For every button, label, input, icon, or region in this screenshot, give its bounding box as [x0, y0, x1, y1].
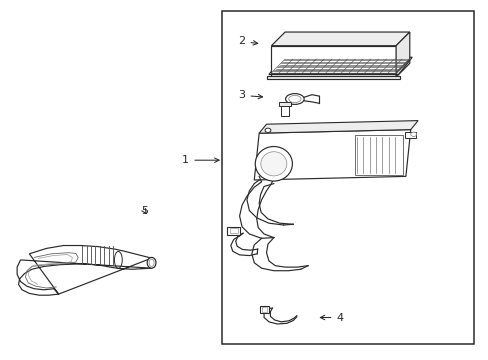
Ellipse shape	[285, 94, 304, 104]
Text: 4: 4	[320, 312, 343, 323]
Bar	[222, 11, 473, 344]
Polygon shape	[259, 121, 417, 133]
Ellipse shape	[264, 128, 270, 132]
Polygon shape	[271, 59, 409, 73]
Ellipse shape	[410, 132, 416, 136]
Polygon shape	[271, 46, 395, 73]
Polygon shape	[395, 32, 409, 73]
Bar	[260, 306, 268, 313]
Polygon shape	[254, 130, 410, 180]
Polygon shape	[17, 246, 151, 295]
Bar	[229, 228, 237, 233]
Ellipse shape	[260, 152, 286, 176]
Polygon shape	[271, 73, 395, 77]
Ellipse shape	[288, 95, 301, 103]
Ellipse shape	[147, 257, 156, 268]
Bar	[278, 102, 291, 106]
Text: 3: 3	[238, 90, 262, 100]
Bar	[280, 105, 289, 116]
Polygon shape	[395, 59, 409, 77]
Bar	[227, 227, 240, 235]
Polygon shape	[271, 32, 409, 46]
Bar	[404, 132, 415, 138]
Text: 2: 2	[238, 36, 257, 46]
Text: 1: 1	[182, 155, 219, 165]
Text: 5: 5	[141, 206, 147, 216]
Polygon shape	[267, 76, 399, 79]
Ellipse shape	[255, 147, 292, 181]
Ellipse shape	[149, 259, 154, 266]
Bar	[261, 307, 267, 312]
